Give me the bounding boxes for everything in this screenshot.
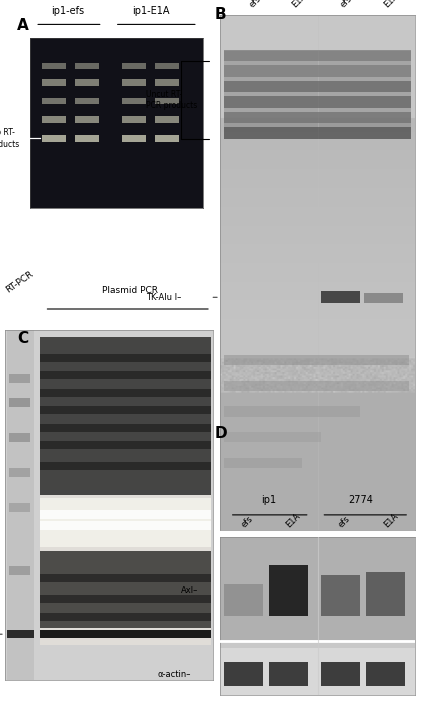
Text: ip1-E1A: ip1-E1A — [132, 6, 170, 16]
Text: TK-Alu I–: TK-Alu I– — [146, 293, 181, 302]
Bar — [75, 79, 99, 86]
Bar — [40, 463, 211, 470]
Bar — [9, 374, 30, 382]
Bar — [366, 572, 405, 616]
Text: E1A: E1A — [382, 0, 400, 10]
Bar — [40, 337, 211, 494]
Bar — [269, 565, 308, 616]
Text: D: D — [215, 426, 227, 441]
Bar — [40, 406, 211, 414]
Bar — [40, 371, 211, 379]
Bar — [321, 291, 360, 303]
Bar — [122, 79, 146, 86]
Bar — [40, 498, 211, 547]
Bar — [9, 468, 30, 477]
Text: RT-PCR: RT-PCR — [4, 270, 35, 295]
Bar — [224, 127, 411, 139]
Text: ip1-efs: ip1-efs — [52, 6, 85, 16]
Bar — [75, 99, 99, 104]
Bar — [9, 433, 30, 442]
Text: α-actin–: α-actin– — [158, 670, 191, 679]
Bar — [9, 398, 30, 407]
Text: B: B — [215, 7, 227, 22]
Bar — [122, 116, 146, 123]
Text: E1A: E1A — [284, 511, 302, 529]
Bar — [224, 432, 321, 442]
Bar — [40, 354, 211, 361]
Text: ~150 bp RT-
PCR products: ~150 bp RT- PCR products — [0, 128, 19, 149]
Bar — [224, 381, 409, 391]
Bar — [224, 96, 411, 108]
Bar — [224, 355, 409, 365]
Bar — [40, 574, 211, 582]
Bar — [224, 662, 263, 686]
Bar — [42, 79, 66, 86]
Bar — [224, 112, 411, 123]
Bar — [154, 135, 179, 142]
Bar — [220, 537, 415, 640]
Bar — [42, 63, 66, 68]
Bar — [224, 51, 411, 139]
Bar — [75, 116, 99, 123]
Bar — [364, 293, 403, 303]
Bar — [40, 424, 211, 432]
Bar — [75, 63, 99, 68]
Bar — [122, 135, 146, 142]
Bar — [224, 81, 411, 92]
Bar — [122, 99, 146, 104]
Bar — [224, 65, 411, 77]
Text: 2774: 2774 — [348, 496, 373, 505]
Bar — [40, 596, 211, 603]
Bar — [40, 510, 211, 519]
Bar — [40, 551, 211, 627]
Bar — [75, 135, 99, 142]
Bar — [9, 566, 30, 575]
Bar — [154, 63, 179, 68]
Bar — [7, 630, 34, 638]
Bar — [366, 662, 405, 686]
Bar — [40, 389, 211, 396]
Bar — [40, 337, 211, 645]
Text: Plasmid PCR: Plasmid PCR — [102, 286, 158, 295]
Text: C: C — [17, 331, 28, 346]
Bar — [42, 116, 66, 123]
Bar — [321, 575, 360, 616]
Text: ip1: ip1 — [261, 496, 276, 505]
Bar — [40, 630, 211, 638]
Bar — [224, 406, 360, 417]
Bar — [224, 458, 302, 468]
Bar — [40, 612, 211, 620]
Text: Axl–: Axl– — [181, 586, 198, 595]
Bar — [154, 79, 179, 86]
Bar — [122, 63, 146, 68]
Text: efs: efs — [240, 514, 255, 529]
Bar — [220, 648, 415, 695]
Bar — [224, 50, 411, 61]
Bar — [269, 662, 308, 686]
Bar — [7, 330, 34, 680]
Bar — [154, 99, 179, 104]
Text: efs: efs — [339, 0, 354, 10]
Text: Uncut RT-
PCR products: Uncut RT- PCR products — [146, 90, 197, 110]
Text: efs: efs — [247, 0, 263, 10]
Bar — [9, 503, 30, 512]
Text: E1A: E1A — [290, 0, 308, 10]
Bar — [40, 441, 211, 449]
Bar — [154, 116, 179, 123]
Text: efs: efs — [337, 514, 352, 529]
Bar — [42, 135, 66, 142]
Bar — [321, 662, 360, 686]
Bar — [42, 99, 66, 104]
Bar — [40, 521, 211, 529]
Text: E1A: E1A — [382, 511, 400, 529]
Text: A: A — [17, 18, 29, 32]
Bar — [224, 584, 263, 616]
